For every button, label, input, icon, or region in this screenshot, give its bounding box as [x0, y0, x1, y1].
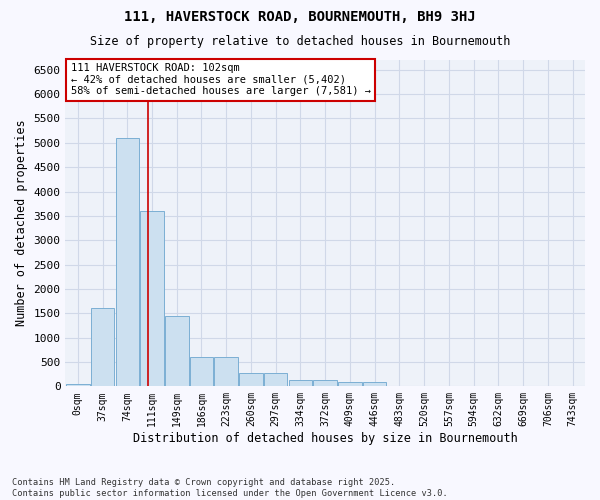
Bar — [66, 384, 89, 386]
Text: 111 HAVERSTOCK ROAD: 102sqm
← 42% of detached houses are smaller (5,402)
58% of : 111 HAVERSTOCK ROAD: 102sqm ← 42% of det… — [71, 64, 371, 96]
Bar — [140, 211, 164, 386]
Text: 111, HAVERSTOCK ROAD, BOURNEMOUTH, BH9 3HJ: 111, HAVERSTOCK ROAD, BOURNEMOUTH, BH9 3… — [124, 10, 476, 24]
X-axis label: Distribution of detached houses by size in Bournemouth: Distribution of detached houses by size … — [133, 432, 518, 445]
Y-axis label: Number of detached properties: Number of detached properties — [15, 120, 28, 326]
Bar — [91, 308, 114, 386]
Bar — [116, 138, 139, 386]
Bar — [239, 372, 263, 386]
Bar — [313, 380, 337, 386]
Bar — [165, 316, 188, 386]
Text: Size of property relative to detached houses in Bournemouth: Size of property relative to detached ho… — [90, 35, 510, 48]
Bar — [338, 382, 362, 386]
Bar — [289, 380, 312, 386]
Bar — [190, 357, 213, 386]
Bar — [264, 372, 287, 386]
Bar — [363, 382, 386, 386]
Bar — [214, 357, 238, 386]
Text: Contains HM Land Registry data © Crown copyright and database right 2025.
Contai: Contains HM Land Registry data © Crown c… — [12, 478, 448, 498]
